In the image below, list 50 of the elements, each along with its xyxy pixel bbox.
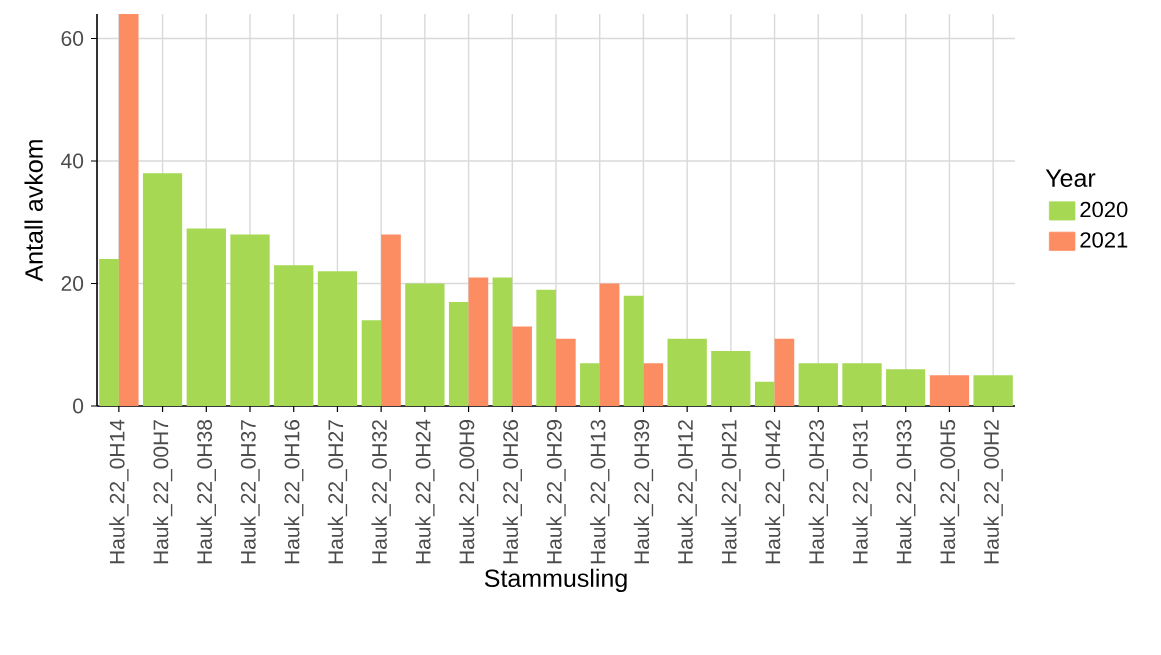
bar	[842, 363, 882, 406]
bar	[381, 234, 401, 406]
x-tick-label: Hauk_22_00H5	[939, 419, 960, 564]
bar	[774, 338, 795, 406]
bar	[230, 234, 270, 406]
x-tick-label: Hauk_22_0H26	[502, 420, 522, 564]
x-tick-label: Hauk_22_00H9	[458, 420, 479, 564]
bar	[798, 363, 838, 406]
bar	[667, 338, 707, 406]
x-axis-title: Stammusling	[484, 568, 627, 593]
bar	[556, 338, 576, 406]
x-tick-label: Hauk_22_0H24	[415, 419, 435, 564]
y-tick-label: 20	[61, 276, 84, 291]
x-tick-label: Hauk_22_0H33	[896, 420, 916, 564]
x-tick-label: Hauk_22_0H29	[546, 420, 566, 564]
x-tick-label: Hauk_22_0H42	[764, 420, 785, 564]
bar	[468, 277, 489, 406]
x-tick-label: Hauk_22_0H14	[109, 419, 129, 564]
x-tick-label: Hauk_22_0H38	[196, 420, 216, 564]
bar	[512, 326, 532, 406]
x-tick-label: Hauk_22_00H7	[152, 420, 173, 564]
bar	[405, 283, 445, 406]
legend-label: 2021	[1080, 232, 1128, 248]
x-tick-label: Hauk_22_0H27	[327, 420, 348, 564]
x-tick-label: Hauk_22_0H21	[721, 420, 741, 564]
y-tick-label: 0	[73, 398, 84, 414]
x-tick-label: Hauk_22_0H23	[808, 420, 828, 564]
y-axis-title: Antall avkom	[24, 140, 43, 282]
legend-label: 2020	[1080, 201, 1128, 218]
bar	[142, 173, 183, 406]
x-tick-label: Hauk_22_0H31	[852, 420, 872, 564]
x-tick-label: Hauk_22_00H2	[983, 420, 1003, 564]
y-tick-label: 60	[61, 31, 84, 46]
bar	[711, 350, 751, 406]
y-tick-label: 40	[61, 153, 84, 169]
bar	[599, 283, 620, 406]
x-tick-label: Hauk_22_0H16	[284, 420, 304, 564]
bar	[886, 369, 926, 406]
x-tick-label: Hauk_22_0H32	[371, 420, 391, 564]
bar	[973, 375, 1013, 406]
bar	[118, 14, 139, 406]
bar	[274, 265, 314, 406]
legend-title: Year	[1045, 169, 1096, 187]
x-tick-label: Hauk_22_0H39	[633, 420, 654, 564]
bar	[643, 363, 664, 406]
bar	[317, 271, 358, 406]
bar	[186, 228, 226, 406]
x-tick-label: Hauk_22_0H13	[590, 420, 610, 564]
x-tick-label: Hauk_22_0H37	[240, 420, 260, 564]
x-tick-label: Hauk_22_0H12	[677, 420, 697, 564]
